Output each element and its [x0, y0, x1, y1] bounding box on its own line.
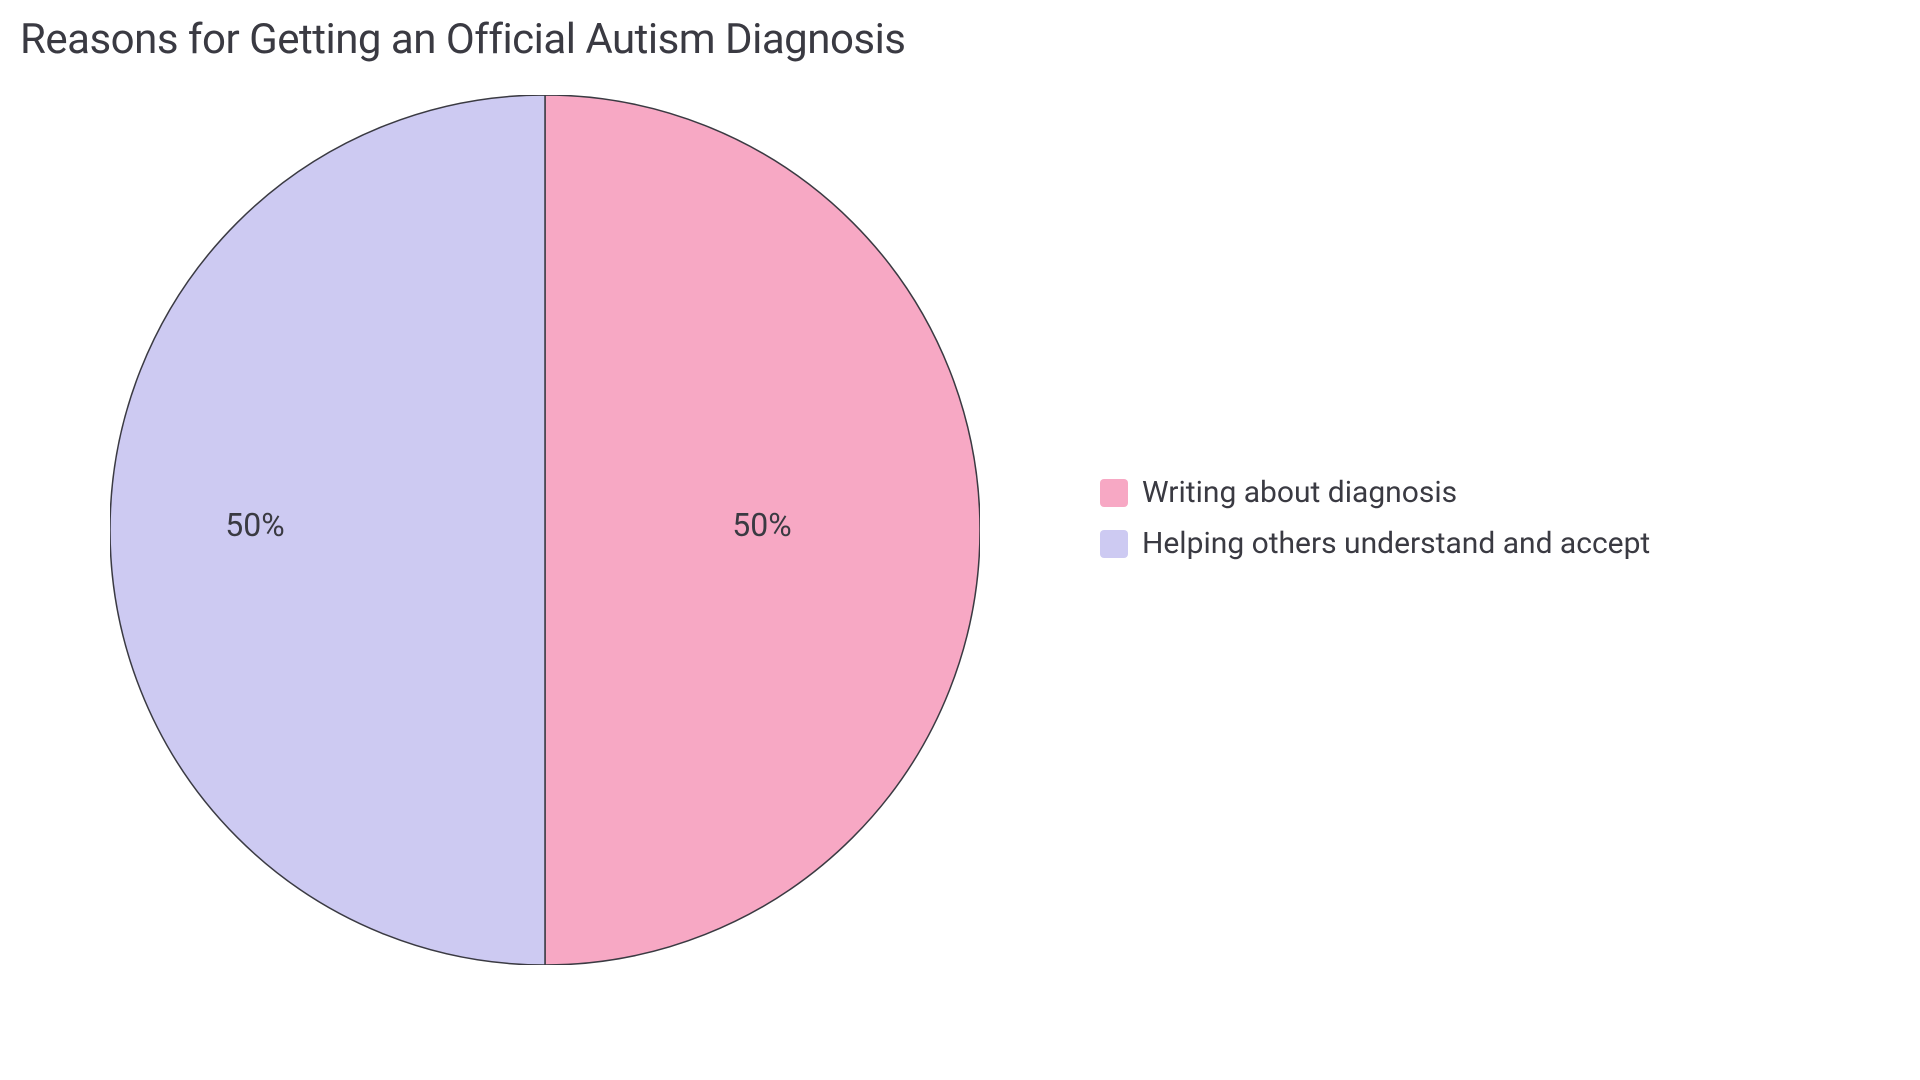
legend-item-1: Helping others understand and accept	[1100, 526, 1650, 561]
legend-item-0: Writing about diagnosis	[1100, 475, 1650, 510]
pie-slice-label-1: 50%	[225, 506, 284, 544]
legend-swatch-1	[1100, 530, 1128, 558]
legend-label-0: Writing about diagnosis	[1142, 475, 1457, 510]
legend: Writing about diagnosis Helping others u…	[1100, 475, 1650, 561]
pie-slice-label-0: 50%	[732, 506, 791, 544]
chart-title: Reasons for Getting an Official Autism D…	[20, 15, 905, 64]
legend-label-1: Helping others understand and accept	[1142, 526, 1650, 561]
pie-slice-1	[110, 95, 545, 965]
legend-swatch-0	[1100, 479, 1128, 507]
